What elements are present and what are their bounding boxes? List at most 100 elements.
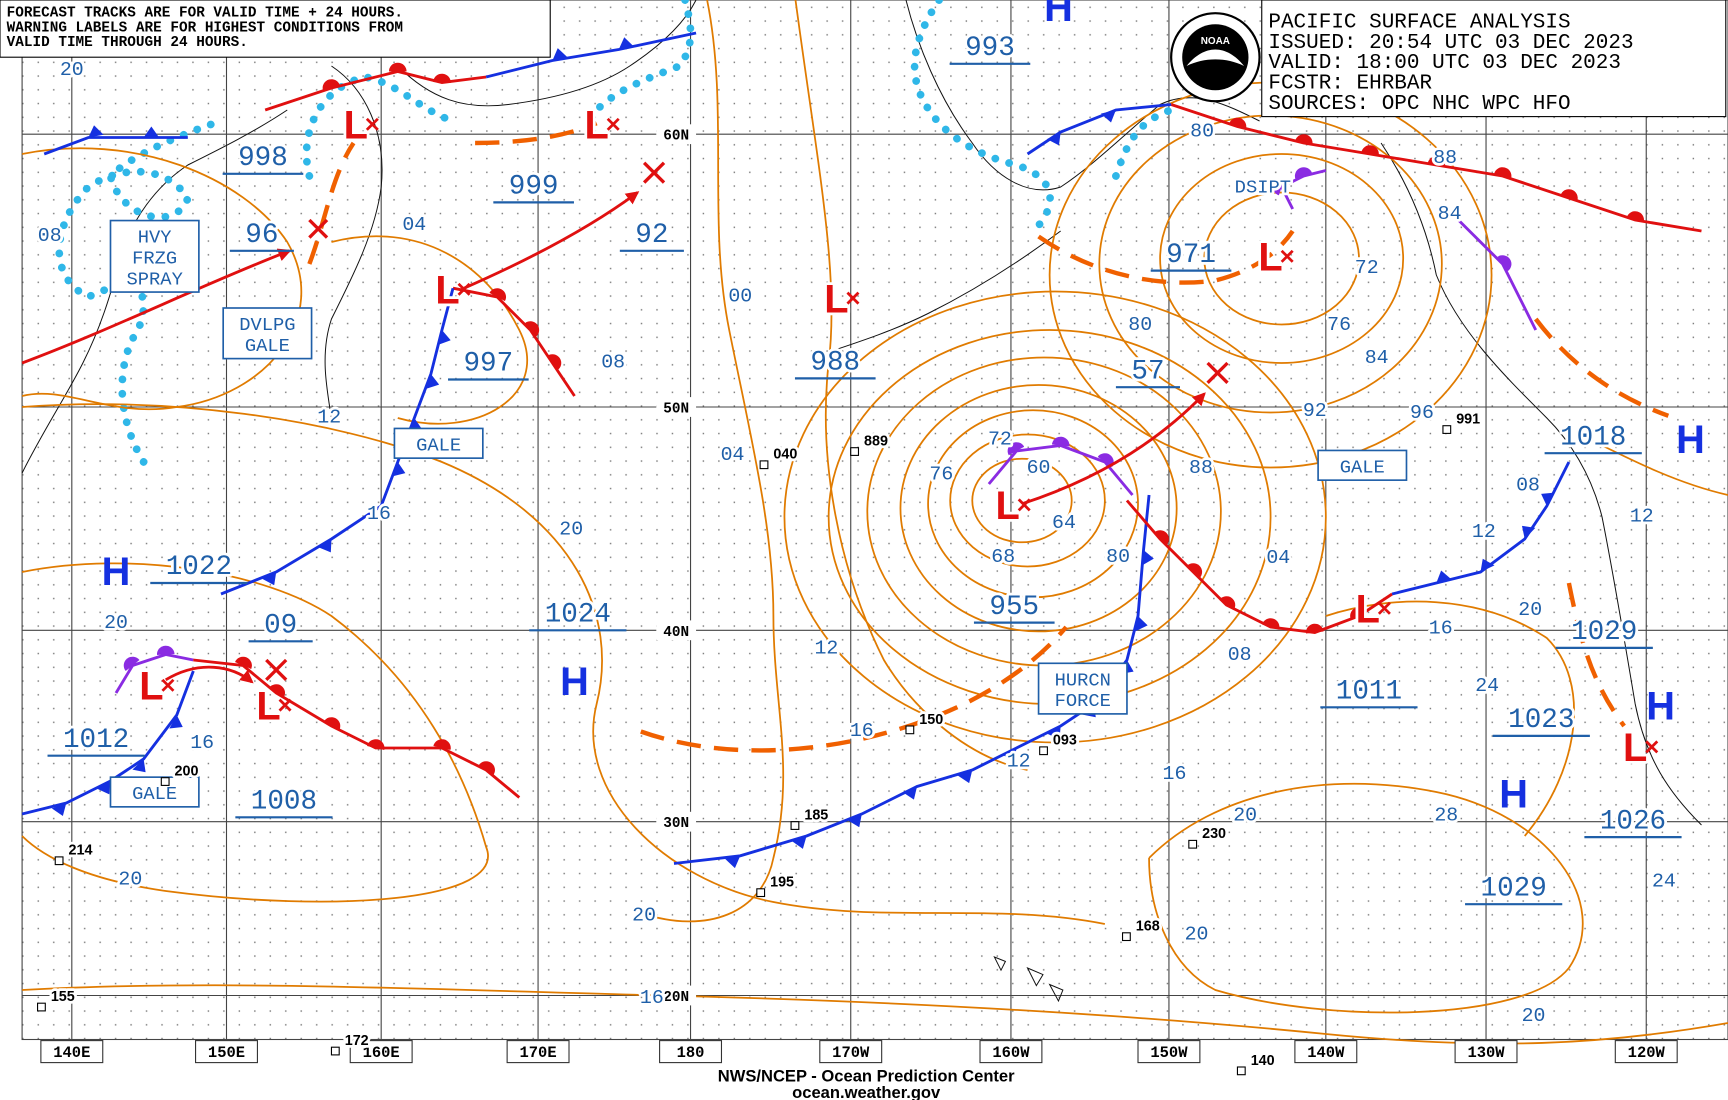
- low-center: L: [435, 269, 459, 313]
- notice-line: WARNING LABELS ARE FOR HIGHEST CONDITION…: [7, 20, 403, 36]
- lon-label-box: [979, 1040, 1043, 1064]
- lon-label-box: [506, 1040, 570, 1064]
- lat-label: 40N: [663, 625, 689, 641]
- station-pressure: 155: [51, 989, 75, 1005]
- pressure-label: 1029: [1481, 873, 1547, 904]
- low-center: L: [256, 684, 280, 728]
- isobar-label: 96: [1410, 401, 1434, 424]
- fronts: [21, 31, 1702, 869]
- isobar-label: 20: [632, 904, 656, 927]
- forecast-positions: [265, 161, 1229, 681]
- notice-box: [0, 0, 551, 58]
- isobar-label: 04: [721, 443, 745, 466]
- station-pressure: 991: [1456, 412, 1480, 428]
- warning-box: [109, 219, 200, 293]
- low-center: L: [1623, 726, 1647, 770]
- footer-url: ocean.weather.gov: [792, 1083, 941, 1100]
- forecast-tracks: [21, 161, 1229, 684]
- noaa-logo-bird: [1186, 49, 1245, 66]
- isobar-label: 80: [1106, 545, 1130, 568]
- isobar-label: 20: [118, 867, 142, 890]
- lon-label: 180: [677, 1044, 705, 1062]
- info-line: VALID: 18:00 UTC 03 DEC 2023: [1268, 52, 1621, 75]
- pressure-label: 09: [264, 611, 297, 642]
- isobar-label: 08: [1228, 643, 1252, 666]
- high-center: H: [1044, 0, 1073, 30]
- low-x: [457, 282, 471, 296]
- lon-label-box: [349, 1040, 413, 1064]
- isobar-label: 24: [1475, 674, 1499, 697]
- isobar-label: 16: [1163, 762, 1187, 785]
- pressure-label: 971: [1166, 240, 1216, 271]
- lon-label: 140W: [1307, 1044, 1345, 1062]
- lon-label-box: [1294, 1040, 1358, 1064]
- pressure-label: 1018: [1560, 422, 1626, 453]
- low-x: [365, 117, 379, 131]
- low-center: L: [995, 484, 1019, 528]
- pressure-label: 1008: [251, 787, 317, 818]
- station-marker: [1121, 932, 1131, 942]
- station-marker: [1188, 839, 1198, 849]
- warning-text: GALE: [132, 783, 177, 805]
- lat-label: 20N: [663, 990, 689, 1006]
- station-marker: [160, 777, 170, 786]
- station-marker: [850, 447, 860, 456]
- station-pressure: 214: [69, 843, 93, 859]
- low-x: [161, 678, 175, 692]
- isobar-label: 04: [1266, 546, 1290, 569]
- station-marker: [756, 888, 766, 898]
- low-center: L: [344, 104, 368, 148]
- isobar-label: 20: [1518, 598, 1542, 621]
- dissipating-label: DSIPT: [1235, 177, 1291, 199]
- pressure-label: 1011: [1336, 677, 1402, 708]
- isobar-label: 60: [1027, 456, 1051, 479]
- isobar-label: 80: [1128, 313, 1152, 336]
- info-line: SOURCES: OPC NHC WPC HFO: [1268, 93, 1570, 116]
- low-x: [1377, 601, 1391, 615]
- pressure-label: 997: [463, 349, 513, 380]
- warning-box: [1317, 449, 1408, 481]
- pressure-label: 1012: [63, 725, 129, 756]
- isobar-label: 16: [367, 502, 391, 525]
- warning-text: GALE: [1340, 456, 1385, 478]
- isobar-label: 12: [815, 636, 839, 659]
- station-pressure: 140: [1251, 1053, 1275, 1069]
- footer-source: NWS/NCEP - Ocean Prediction Center: [718, 1066, 1015, 1085]
- lon-label-box: [195, 1040, 258, 1064]
- pressure-label: 92: [635, 220, 668, 251]
- station-marker: [37, 1002, 46, 1012]
- station-marker: [54, 856, 64, 866]
- warning-box: [222, 307, 313, 360]
- isobar-label: 16: [850, 719, 874, 742]
- pressure-label: 1026: [1600, 806, 1666, 837]
- lon-label: 160W: [992, 1044, 1030, 1062]
- lon-label: 170E: [520, 1044, 557, 1062]
- lon-label-box: [1614, 1040, 1678, 1064]
- isobar-label: 88: [1433, 146, 1457, 169]
- warning-text: GALE: [416, 434, 461, 456]
- info-line: ISSUED: 20:54 UTC 03 DEC 2023: [1268, 32, 1633, 55]
- lat-label-box: [656, 397, 697, 417]
- info-line: PACIFIC SURFACE ANALYSIS: [1268, 12, 1570, 35]
- warning-box: [393, 427, 484, 459]
- low-x: [1645, 740, 1659, 754]
- isobar-label: 76: [929, 463, 953, 486]
- low-x: [278, 698, 292, 712]
- isobar-label: 72: [988, 427, 1012, 450]
- lat-label-box: [656, 620, 697, 641]
- pressure-label: 1023: [1508, 705, 1574, 736]
- high-center: H: [102, 550, 131, 594]
- pressure-label: 1029: [1571, 617, 1637, 648]
- lat-label: 30N: [663, 816, 689, 832]
- lon-label: 120W: [1628, 1044, 1666, 1062]
- warning-text: HVY: [138, 227, 172, 249]
- lon-label: 130W: [1467, 1044, 1505, 1062]
- lat-label-box: [656, 811, 697, 832]
- isobar-label: 16: [190, 731, 214, 754]
- pressure-label: 1022: [166, 552, 232, 583]
- lon-label: 150W: [1150, 1044, 1188, 1062]
- lat-label: 60N: [663, 129, 689, 145]
